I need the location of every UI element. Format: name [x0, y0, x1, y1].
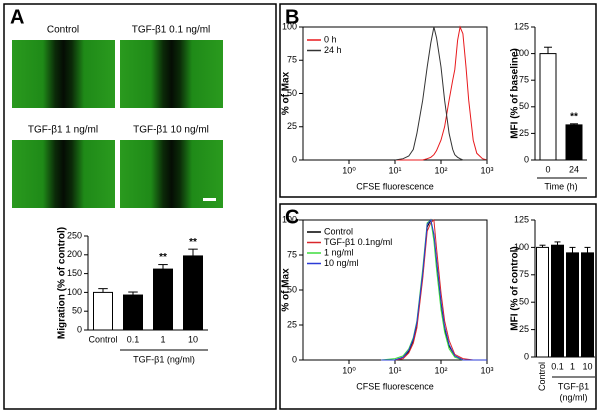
series-line — [395, 25, 488, 161]
y-axis-title: MFI (% of baseline) — [510, 48, 521, 139]
panel-letter: A — [10, 6, 24, 28]
group-label: TGF-β1 (ng/ml) — [133, 354, 195, 364]
legend-label: 24 h — [324, 45, 342, 55]
legend-label: 0 h — [324, 34, 337, 44]
bar — [565, 124, 583, 161]
legend-label: 10 ng/ml — [324, 258, 359, 268]
image-label: TGF-β1 1 ng/ml — [28, 125, 98, 136]
y-tick-label: 25 — [519, 128, 529, 138]
y-tick-label: 100 — [514, 242, 529, 252]
group-label: (ng/ml) — [559, 392, 587, 402]
x-tick-label: 10 — [188, 334, 198, 344]
panel-frame — [3, 3, 277, 410]
micrograph — [12, 140, 115, 208]
micrograph — [120, 40, 223, 108]
legend-label: TGF-β1 0.1ng/ml — [324, 237, 392, 247]
y-axis-title: MFI (% of control) — [510, 246, 521, 330]
bar — [566, 252, 579, 358]
y-tick-label: 50 — [519, 101, 529, 111]
y-tick-label: 100 — [282, 214, 297, 224]
y-tick-label: 0 — [524, 351, 529, 361]
y-tick-label: 50 — [287, 284, 297, 294]
y-tick-label: 125 — [514, 21, 529, 31]
x-axis-title: CFSE fluorescence — [356, 181, 434, 191]
y-axis-title: % of Max — [281, 71, 292, 115]
bar — [581, 252, 594, 358]
y-axis-title: Migration (% of control) — [57, 227, 68, 339]
bar — [153, 268, 173, 331]
x-tick-label: 10² — [434, 365, 447, 375]
y-tick-label: 125 — [514, 214, 529, 224]
x-tick-label: 1 — [160, 334, 165, 344]
x-tick-label: 10⁰ — [342, 165, 356, 175]
y-tick-label: 75 — [287, 55, 297, 65]
y-tick-label: 100 — [67, 287, 82, 297]
x-tick-label: 10¹ — [388, 365, 401, 375]
y-tick-label: 150 — [67, 268, 82, 278]
micrograph — [120, 140, 223, 208]
y-tick-label: 0 — [292, 154, 297, 164]
significance: ** — [570, 111, 578, 122]
bar — [93, 291, 113, 331]
y-tick-label: 50 — [519, 297, 529, 307]
x-tick-label: 0.1 — [127, 334, 140, 344]
series-line — [394, 26, 487, 161]
y-tick-label: 0 — [77, 324, 82, 334]
series-line — [381, 218, 487, 361]
panel-letter: C — [285, 206, 299, 228]
x-axis-title: Time (h) — [544, 181, 577, 191]
x-tick-label: 1 — [570, 361, 575, 371]
bar — [123, 294, 143, 331]
x-tick-label: 0.1 — [551, 361, 564, 371]
y-tick-label: 50 — [287, 88, 297, 98]
legend-label: Control — [324, 226, 353, 236]
y-tick-label: 75 — [519, 269, 529, 279]
x-tick-label: 10 — [582, 361, 592, 371]
x-tick-label: 10² — [434, 165, 447, 175]
y-tick-label: 100 — [514, 48, 529, 58]
significance: ** — [159, 252, 167, 263]
image-label: TGF-β1 0.1 ng/ml — [132, 25, 211, 36]
y-tick-label: 25 — [287, 319, 297, 329]
panel-frame — [279, 203, 597, 410]
significance: ** — [189, 237, 197, 248]
y-tick-label: 0 — [292, 354, 297, 364]
y-tick-label: 100 — [282, 21, 297, 31]
micrograph — [12, 40, 115, 108]
panel-frame — [279, 3, 597, 198]
x-tick-label: 10⁰ — [342, 365, 356, 375]
x-tick-label: 10³ — [480, 365, 493, 375]
y-tick-label: 50 — [72, 306, 82, 316]
legend-label: 1 ng/ml — [324, 247, 354, 257]
image-label: TGF-β1 10 ng/ml — [133, 125, 209, 136]
x-tick-label: 0 — [545, 164, 550, 174]
x-axis-title: CFSE fluorescence — [356, 381, 434, 391]
panel-letter: B — [285, 6, 299, 28]
y-tick-label: 25 — [519, 324, 529, 334]
y-tick-label: 75 — [519, 75, 529, 85]
image-label: Control — [47, 25, 79, 36]
x-tick-label: Control — [88, 334, 117, 344]
y-tick-label: 250 — [67, 230, 82, 240]
group-label: TGF-β1 — [558, 381, 589, 391]
x-tick-label: 24 — [569, 164, 579, 174]
x-tick-label: 10¹ — [388, 165, 401, 175]
scale-bar — [203, 198, 216, 201]
y-tick-label: 0 — [524, 154, 529, 164]
y-axis-title: % of Max — [281, 268, 292, 312]
x-tick-label: Control — [537, 362, 547, 391]
bar — [551, 244, 564, 358]
series-line — [381, 218, 487, 361]
y-tick-label: 200 — [67, 249, 82, 259]
bar — [539, 53, 557, 161]
x-tick-label: 10³ — [480, 165, 493, 175]
bar — [536, 246, 549, 358]
series-line — [381, 219, 487, 361]
y-tick-label: 75 — [287, 249, 297, 259]
bar — [183, 255, 203, 331]
y-tick-label: 25 — [287, 121, 297, 131]
